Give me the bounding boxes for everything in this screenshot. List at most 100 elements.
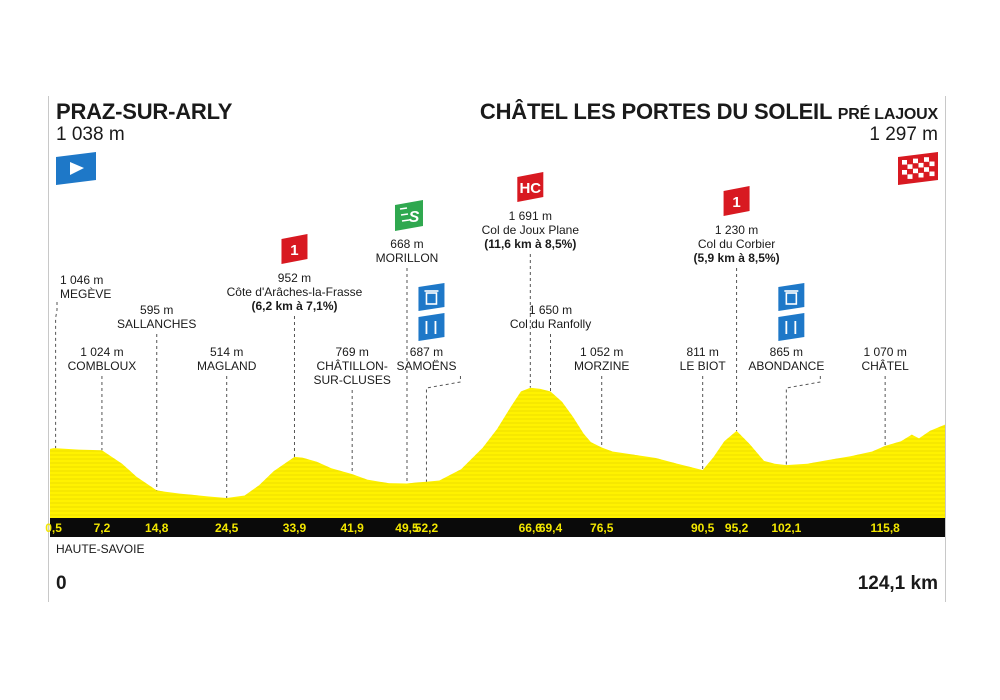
checker-square xyxy=(924,157,929,162)
checker-square xyxy=(918,172,924,178)
waypoint-altitude: 1 691 m xyxy=(509,209,552,223)
waypoint-name: Col du Ranfolly xyxy=(510,317,591,331)
waypoint-leader xyxy=(55,302,58,449)
waypoint-altitude: 1 650 m xyxy=(529,303,572,317)
start-altitude: 1 038 m xyxy=(56,124,125,145)
finish-town-title: CHÂTEL LES PORTES DU SOLEIL PRÉ LAJOUX xyxy=(480,100,938,127)
distance-start: 0 xyxy=(56,573,67,594)
waypoint-name: LE BIOT xyxy=(680,359,727,373)
checker-square xyxy=(907,174,913,179)
climb-badge-hc: HC xyxy=(517,172,544,202)
waypoint-name: COMBLOUX xyxy=(68,359,137,373)
waypoint-name: MORILLON xyxy=(376,251,439,265)
km-tick-label: 115,8 xyxy=(870,521,900,535)
checker-square xyxy=(902,170,907,175)
waypoint-altitude: 1 024 m xyxy=(80,345,123,359)
waypoint-name-line2: SUR-CLUSES xyxy=(314,373,391,387)
climb-badge-cat1: 1 xyxy=(281,234,308,264)
sprint-glyph: S xyxy=(409,209,420,226)
waypoint-altitude: 668 m xyxy=(390,237,423,251)
finish-altitude: 1 297 m xyxy=(869,124,938,145)
climb-category-label: HC xyxy=(519,180,541,197)
waypoint-altitude: 811 m xyxy=(686,345,718,359)
checker-square xyxy=(924,167,929,172)
climb-detail: (5,9 km à 8,5%) xyxy=(694,251,780,265)
km-tick-label: 7,2 xyxy=(94,521,111,535)
waypoint-name: CHÂTILLON- xyxy=(317,358,388,373)
feed-badge-shape xyxy=(778,313,805,341)
checker-square xyxy=(918,162,924,168)
bin-icon xyxy=(785,292,798,305)
start-town-name: PRAZ-SUR-ARLY xyxy=(56,99,233,124)
climb-badge-shape xyxy=(517,172,544,202)
waypoint-altitude: 514 m xyxy=(210,345,243,359)
waypoint-altitude: 1 230 m xyxy=(715,223,758,237)
km-tick-label: 52,2 xyxy=(415,521,439,535)
waypoint-name: Col de Joux Plane xyxy=(482,223,580,237)
finish-town-suffix: PRÉ LAJOUX xyxy=(837,106,938,123)
frame-left-line xyxy=(48,96,49,602)
finish-flag-shape xyxy=(898,152,938,185)
waypoint-leader xyxy=(785,376,821,466)
climb-category-label: 1 xyxy=(290,242,298,259)
waste-zone-icon xyxy=(418,283,445,311)
start-town-title: PRAZ-SUR-ARLY xyxy=(56,100,232,124)
waypoint-altitude: 952 m xyxy=(278,271,311,285)
waste-zone-icon xyxy=(778,283,805,311)
start-arrow xyxy=(70,162,84,175)
speed-line xyxy=(400,213,409,216)
bin-icon xyxy=(425,292,438,305)
climb-badge-cat1: 1 xyxy=(723,186,750,216)
distance-total: 124,1 km xyxy=(857,573,938,594)
waypoint-name: ABONDANCE xyxy=(748,359,824,373)
start-flag-icon xyxy=(56,152,96,185)
waypoint-name: SALLANCHES xyxy=(117,317,196,331)
km-tick-label: 76,5 xyxy=(590,521,614,535)
km-tick-label: 69,4 xyxy=(539,521,563,535)
checker-square xyxy=(913,168,918,174)
km-tick-label: 90,5 xyxy=(691,521,715,535)
climb-badge-shape xyxy=(281,234,308,264)
finish-flag-icon xyxy=(898,152,938,185)
km-tick-label: 41,9 xyxy=(341,521,365,535)
waypoint-altitude: 1 046 m xyxy=(60,273,103,287)
climb-detail: (6,2 km à 7,1%) xyxy=(251,299,337,313)
checker-square xyxy=(902,160,907,165)
km-tick-label: 102,1 xyxy=(771,521,801,535)
speed-line xyxy=(401,219,410,222)
checker-square xyxy=(913,158,918,164)
waypoint-leader xyxy=(425,376,461,482)
waypoint-altitude: 769 m xyxy=(336,345,369,359)
km-tick-label: 24,5 xyxy=(215,521,239,535)
km-tick-label: 33,9 xyxy=(283,521,307,535)
checker-square xyxy=(907,164,913,169)
waypoint-altitude: 1 070 m xyxy=(863,345,906,359)
feed-badge-shape xyxy=(418,313,445,341)
waypoint-name: SAMOËNS xyxy=(396,359,456,373)
feed-zone-icon xyxy=(418,313,445,341)
waypoint-name: Col du Corbier xyxy=(698,237,775,251)
waypoint-name: MEGÈVE xyxy=(60,286,111,301)
waypoint-name: Côte d'Arâches-la-Frasse xyxy=(227,285,363,299)
frame-right-line xyxy=(945,96,946,602)
checker-square xyxy=(929,161,935,167)
km-tick-label: 0,5 xyxy=(45,521,62,535)
km-band xyxy=(50,518,945,537)
region-label: HAUTE-SAVOIE xyxy=(56,542,145,556)
waste-badge-shape xyxy=(778,283,805,311)
waypoint-name: CHÂTEL xyxy=(861,358,909,373)
